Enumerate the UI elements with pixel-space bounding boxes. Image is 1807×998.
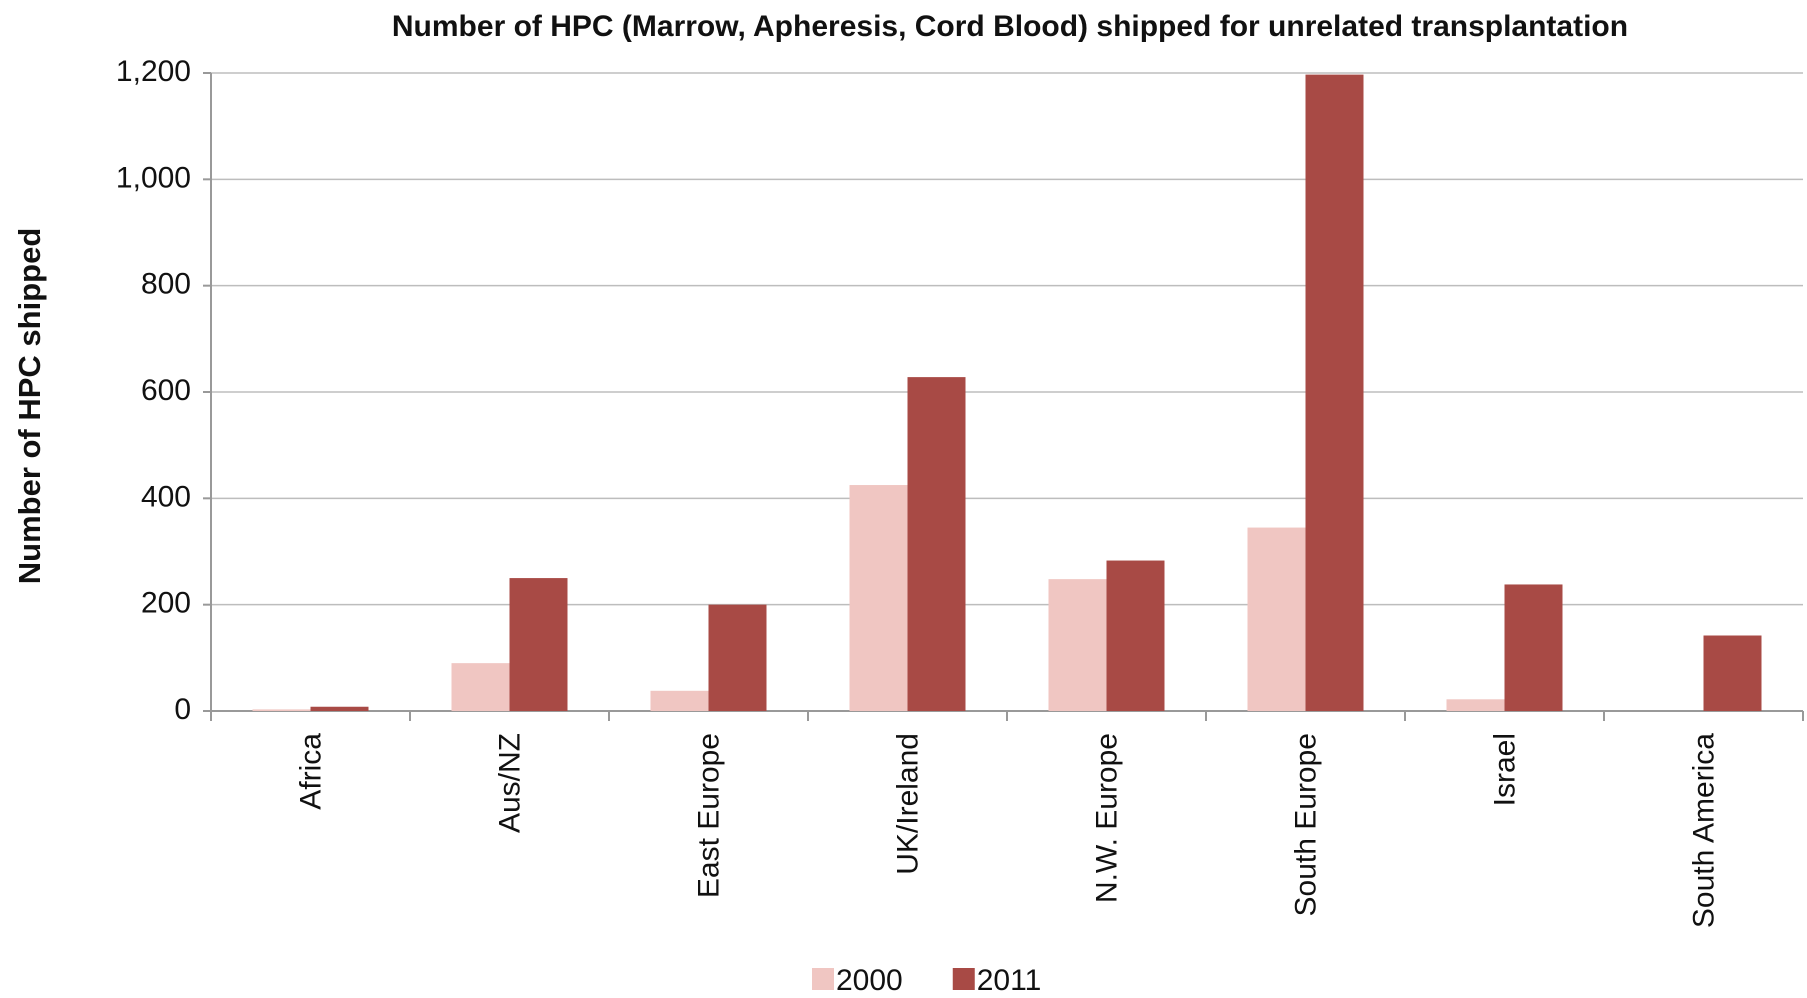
legend-swatch (812, 968, 834, 990)
y-tick-label: 400 (141, 480, 191, 513)
bar (1247, 527, 1306, 711)
y-tick-label: 600 (141, 374, 191, 407)
bar (1703, 635, 1762, 711)
bar (252, 709, 311, 711)
y-tick-label: 200 (141, 587, 191, 620)
x-tick-label: East Europe (692, 733, 725, 898)
legend-label: 2000 (836, 964, 903, 997)
bar (310, 706, 369, 711)
bar (1106, 560, 1165, 711)
legend-label: 2011 (977, 964, 1042, 997)
x-tick-label: South America (1687, 733, 1720, 928)
x-tick-label: UK/Ireland (891, 733, 924, 875)
chart-title: Number of HPC (Marrow, Apheresis, Cord B… (392, 10, 1628, 43)
y-tick-label: 800 (141, 268, 191, 301)
y-axis-label: Number of HPC shipped (12, 228, 47, 585)
x-tick-label: Aus/NZ (493, 733, 526, 833)
bar (1048, 579, 1107, 711)
bar (509, 578, 568, 711)
x-tick-label: Israel (1488, 733, 1521, 806)
bar (650, 690, 709, 711)
x-tick-label: N.W. Europe (1090, 733, 1123, 903)
x-tick-label: Africa (294, 733, 327, 810)
bar (1305, 74, 1364, 712)
bar (849, 485, 908, 711)
bar (708, 604, 767, 711)
bar (1446, 699, 1505, 711)
x-tick-label: South Europe (1289, 733, 1322, 916)
bar (1504, 584, 1563, 711)
bar (451, 663, 510, 711)
legend-swatch (952, 968, 975, 990)
y-tick-label: 1,000 (116, 161, 191, 194)
y-tick-label: 0 (174, 693, 191, 726)
bar (907, 377, 966, 711)
y-tick-label: 1,200 (116, 55, 191, 88)
